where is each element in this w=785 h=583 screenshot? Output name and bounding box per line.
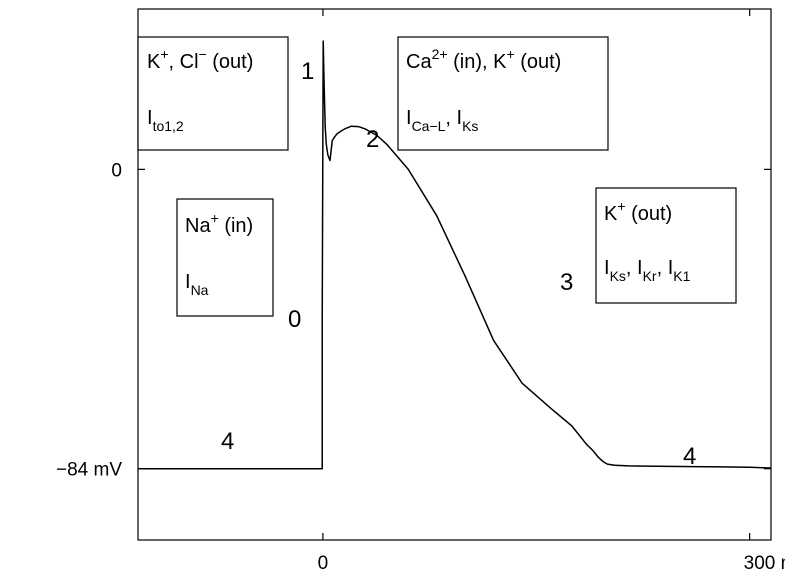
annotation-box-frame	[137, 36, 289, 151]
box-currents-text: INa	[185, 271, 209, 298]
annotation-box-frame	[176, 198, 274, 317]
annotation-box-k-cl: K+, Cl− (out) Ito1,2	[137, 36, 289, 151]
phase-label-3: 3	[560, 269, 573, 296]
axis-ticks: 0 300 msec 0 −84 mV	[56, 9, 785, 574]
plot-frame	[137, 8, 772, 541]
annotation-box-na: Na+ (in) INa	[176, 198, 274, 317]
y-tick-label: −84 mV	[56, 460, 122, 481]
box-ions-text: Na+ (in)	[185, 210, 253, 237]
phase-label-2: 2	[366, 126, 379, 153]
annotation-box-frame	[397, 36, 609, 151]
phase-label-0: 0	[288, 306, 301, 333]
box-currents-text: Ito1,2	[147, 107, 184, 134]
annotation-box-k-out: K+ (out) IKs, IKr, IK1	[595, 187, 737, 304]
phase-label-4-rest: 4	[221, 428, 234, 455]
box-currents-text: ICa−L, IKs	[406, 107, 478, 134]
box-ions-text: K+ (out)	[604, 198, 672, 225]
annotation-box-frame	[595, 187, 737, 304]
box-currents-text: IKs, IKr, IK1	[604, 257, 691, 284]
y-tick-label: 0	[111, 160, 122, 181]
box-ions-text: K+, Cl− (out)	[147, 46, 253, 73]
x-tick-label: 300 msec	[744, 553, 785, 574]
series-layer	[138, 40, 772, 470]
x-tick-label: 0	[318, 553, 329, 574]
box-ions-text: Ca2+ (in), K+ (out)	[406, 46, 561, 73]
phase-label-1: 1	[301, 58, 314, 85]
phase-label-4-recovery: 4	[683, 443, 696, 470]
annotation-box-ca-k: Ca2+ (in), K+ (out) ICa−L, IKs	[397, 36, 609, 151]
action-potential-line	[138, 40, 772, 470]
